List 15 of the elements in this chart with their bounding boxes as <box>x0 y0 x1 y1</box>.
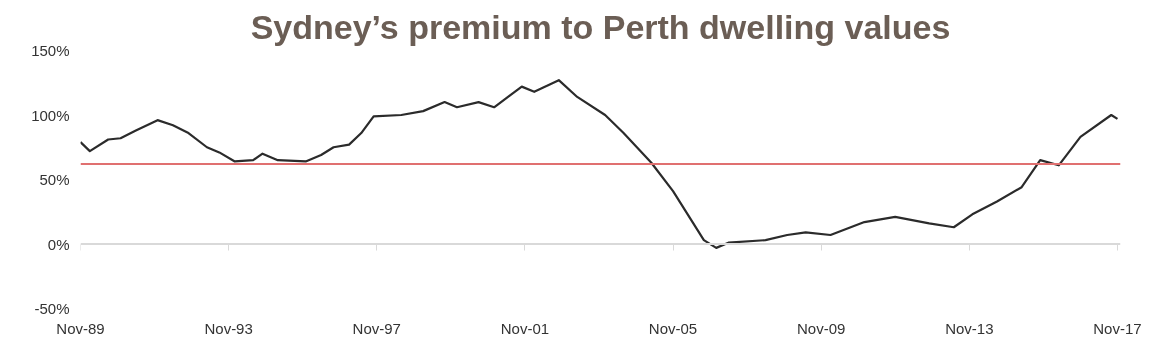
y-tick-label: -50% <box>34 300 70 317</box>
y-tick-label: 0% <box>47 235 70 253</box>
y-tick-label: 50% <box>39 171 70 188</box>
x-tick-label: Nov-05 <box>648 319 698 337</box>
x-tick-label: Nov-93 <box>204 319 253 337</box>
x-tick-label: Nov-01 <box>500 319 550 337</box>
x-tick-label: Nov-09 <box>797 319 846 337</box>
chart-title: Sydney’s premium to Perth dwelling values <box>250 7 951 46</box>
y-tick-label: 150% <box>31 42 70 59</box>
y-tick-label: 100% <box>31 106 70 124</box>
x-tick-label: Nov-13 <box>945 319 994 337</box>
x-tick-label: Nov-89 <box>56 319 105 337</box>
line-series <box>80 79 1119 249</box>
x-tick-label: Nov-97 <box>352 319 401 337</box>
x-tick-label: Nov-17 <box>1093 319 1142 337</box>
